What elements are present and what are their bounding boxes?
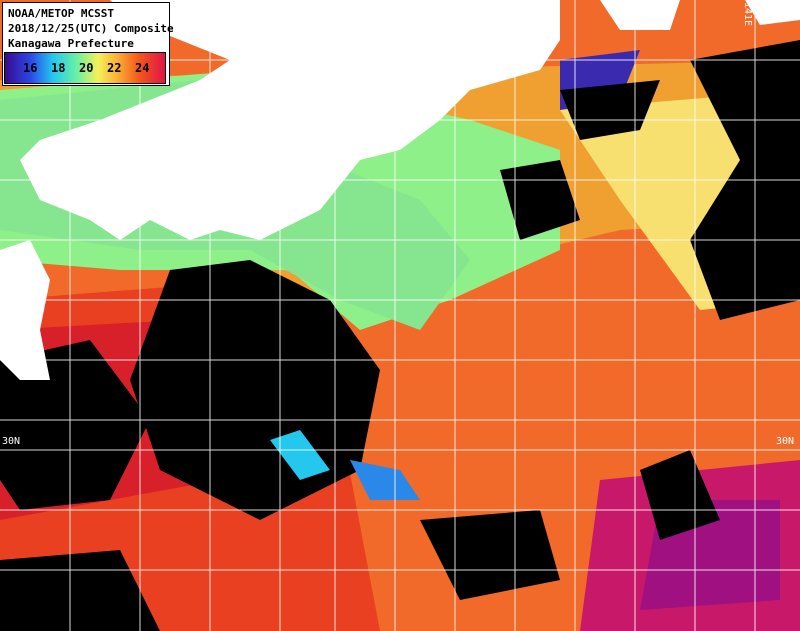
source-label: NOAA/METOP MCSST — [8, 7, 114, 20]
latitude-label-30n-left: 30N — [2, 436, 21, 447]
latitude-label-30n-right: 30N — [776, 436, 795, 447]
longitude-label-136e: 136E — [321, 2, 332, 27]
region-label: Kanagawa Prefecture — [8, 37, 134, 50]
temperature-color-legend: 16 18 20 22 24 — [4, 52, 166, 84]
longitude-label-141e: 141E — [742, 2, 753, 27]
legend-tick-22: 22 — [107, 61, 122, 75]
legend-tick-20: 20 — [79, 61, 94, 75]
date-label: 2018/12/25(UTC) Composite — [8, 22, 174, 35]
legend-tick-24: 24 — [135, 61, 150, 75]
legend-tick-18: 18 — [51, 61, 66, 75]
legend-tick-16: 16 — [23, 61, 38, 75]
